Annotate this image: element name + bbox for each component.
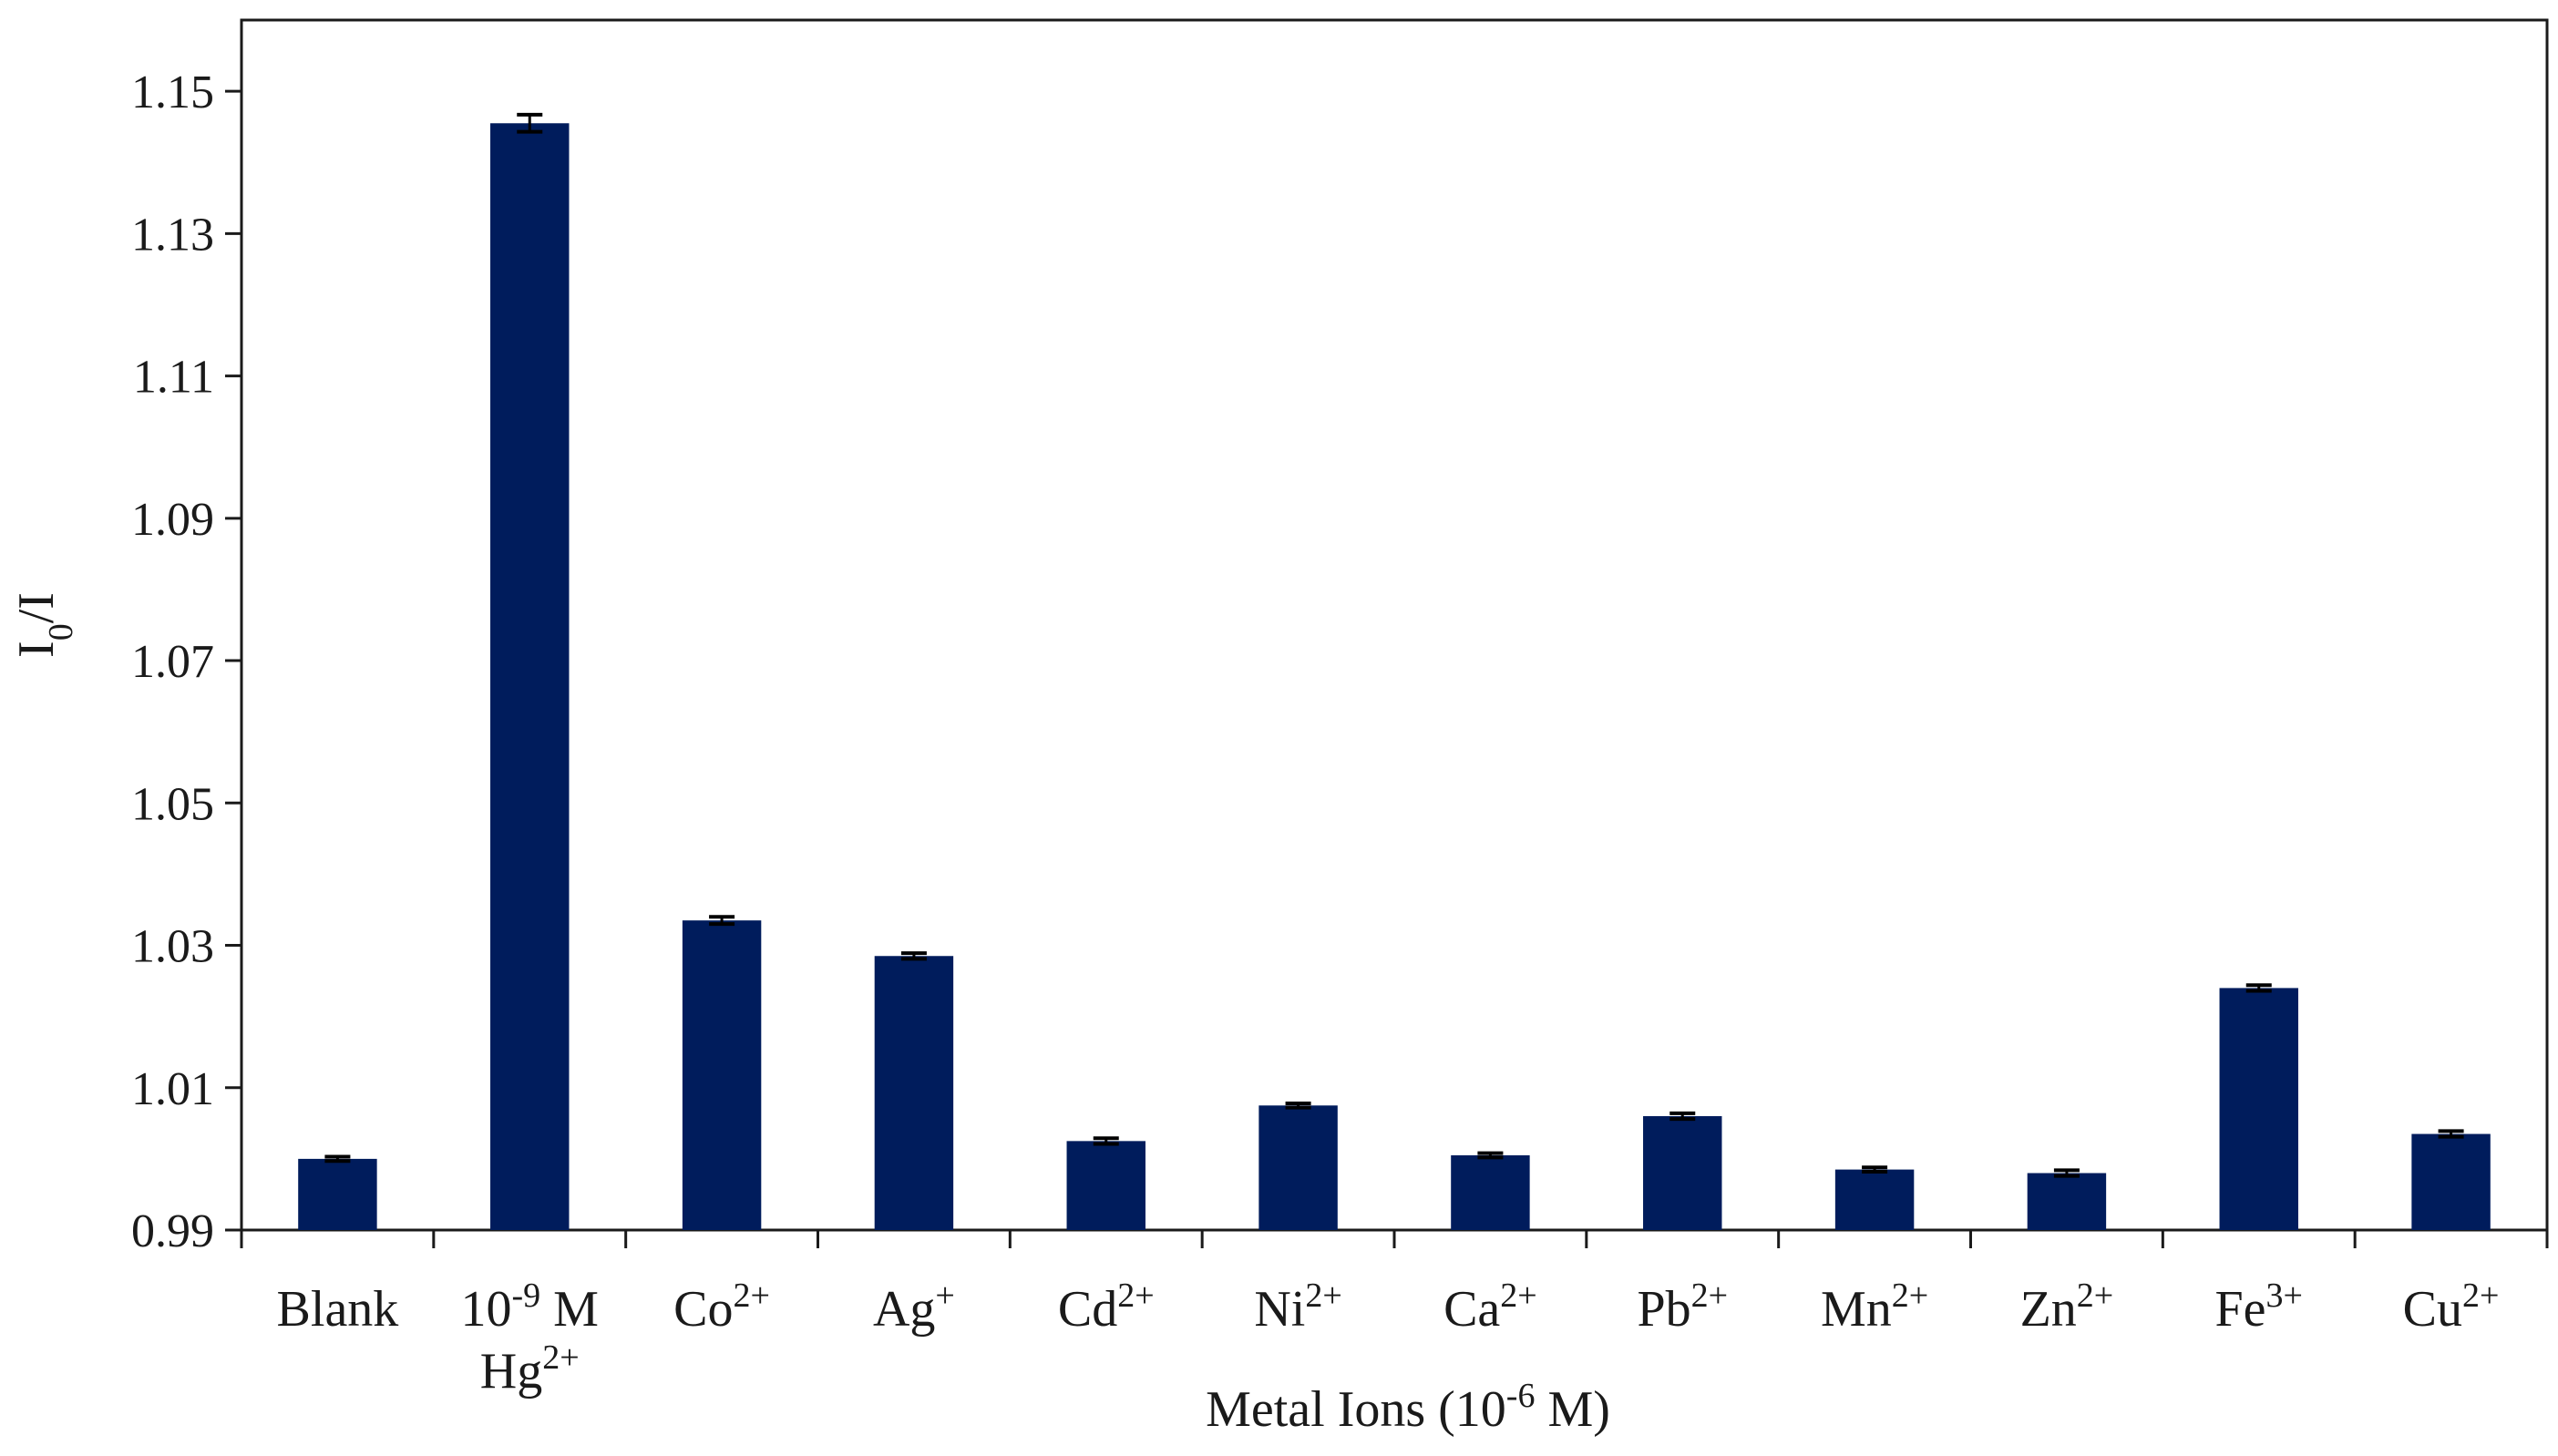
- x-tick-label: Cu2+: [2403, 1277, 2500, 1338]
- axes: [225, 18, 2549, 1248]
- bar: [2219, 988, 2298, 1230]
- error-bar: [2245, 983, 2272, 993]
- x-tick-label: Ni2+: [1254, 1277, 1341, 1338]
- x-tick-label: Cd2+: [1058, 1277, 1155, 1338]
- bar: [490, 123, 570, 1230]
- x-tick-label: 10-9 M: [461, 1277, 599, 1338]
- error-bar: [1285, 1101, 1311, 1110]
- y-tick-label: 1.15: [131, 67, 214, 118]
- bar: [1451, 1154, 1530, 1230]
- bar: [2411, 1133, 2491, 1230]
- y-tick-labels: 0.99 1.01 1.03 1.05 1.07 1.09 1.11 1.13 1.15: [131, 67, 214, 1257]
- y-tick-label: 1.07: [131, 636, 214, 688]
- bar: [1834, 1169, 1915, 1230]
- y-axis-label: I0/I: [8, 592, 80, 658]
- bar: [1066, 1141, 1145, 1230]
- error-bar: [900, 951, 927, 961]
- y-tick-label: 1.03: [131, 921, 214, 973]
- x-tick-label: Ca2+: [1443, 1277, 1537, 1338]
- error-bar: [517, 112, 543, 134]
- x-axis-label: Metal Ions (10-6 M): [1206, 1377, 1610, 1438]
- bar: [1258, 1105, 1338, 1230]
- bar: [298, 1158, 377, 1230]
- x-tick-label: Blank: [277, 1281, 399, 1338]
- plot-frame: [240, 18, 2549, 1232]
- y-tick-label: 1.11: [133, 352, 214, 404]
- error-bar: [1862, 1165, 1888, 1174]
- y-tick-label: 1.01: [131, 1063, 214, 1115]
- error-bar: [2053, 1168, 2080, 1178]
- x-tick-label: Co2+: [673, 1277, 770, 1338]
- x-tick-label: Pb2+: [1637, 1277, 1728, 1338]
- y-tick-label: 1.09: [131, 494, 214, 546]
- error-bar: [709, 915, 735, 927]
- error-bar: [1093, 1136, 1119, 1146]
- bar: [682, 920, 762, 1230]
- bars-group: [298, 112, 2491, 1230]
- x-tick-label: Hg2+: [480, 1338, 580, 1400]
- bar: [1643, 1116, 1722, 1230]
- y-tick-label: 0.99: [131, 1205, 214, 1257]
- error-bar: [2438, 1129, 2464, 1139]
- error-bar: [1477, 1151, 1504, 1160]
- bar: [874, 956, 954, 1230]
- x-tick-label: Fe3+: [2215, 1277, 2303, 1338]
- bar: [2027, 1173, 2107, 1230]
- error-bar: [324, 1154, 351, 1164]
- y-tick-label: 1.13: [131, 209, 214, 261]
- y-tick-label: 1.05: [131, 778, 214, 830]
- x-tick-label: Ag+: [873, 1277, 955, 1338]
- error-bar: [1669, 1111, 1696, 1122]
- x-tick-label: Mn2+: [1821, 1277, 1928, 1338]
- x-tick-label: Zn2+: [2020, 1277, 2114, 1338]
